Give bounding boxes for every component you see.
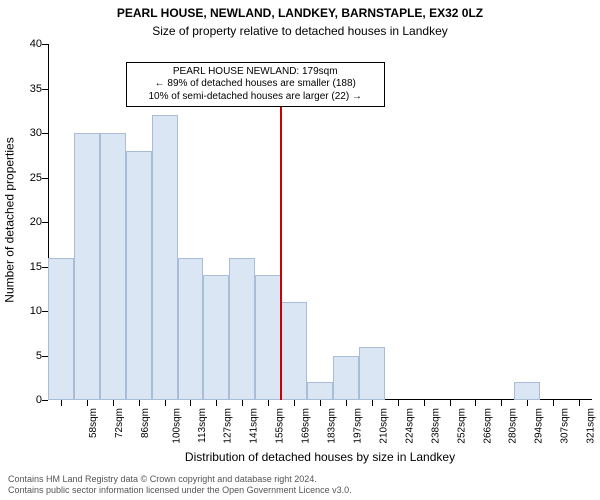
xtick-label: 294sqm [534, 408, 545, 444]
xtick-label: 127sqm [223, 408, 234, 444]
histogram-bar [229, 258, 255, 400]
histogram-bar [74, 133, 100, 400]
histogram-bar [359, 347, 385, 400]
xtick-label: 321sqm [586, 408, 597, 444]
footer-line2: Contains public sector information licen… [8, 485, 352, 496]
annotation-line: PEARL HOUSE NEWLAND: 179sqm [133, 66, 378, 79]
ytick-label: 10 [30, 305, 42, 317]
histogram-bar [255, 275, 281, 400]
ytick-label: 15 [30, 261, 42, 273]
plot-area: 051015202530354058sqm72sqm86sqm100sqm113… [48, 44, 592, 400]
xtick-label: 141sqm [249, 408, 260, 444]
histogram-bar [203, 275, 229, 400]
xtick-label: 113sqm [196, 408, 207, 443]
xtick-label: 252sqm [456, 408, 467, 444]
chart-title: PEARL HOUSE, NEWLAND, LANDKEY, BARNSTAPL… [0, 6, 600, 20]
xtick-label: 58sqm [88, 408, 99, 438]
histogram-bar [333, 356, 359, 401]
xtick-label: 197sqm [353, 408, 364, 444]
x-axis-label: Distribution of detached houses by size … [48, 450, 592, 464]
annotation-box: PEARL HOUSE NEWLAND: 179sqm← 89% of deta… [126, 62, 385, 108]
histogram-bar [126, 151, 152, 400]
annotation-line: 10% of semi-detached houses are larger (… [133, 91, 378, 104]
footer-line1: Contains HM Land Registry data © Crown c… [8, 474, 352, 485]
ytick-label: 5 [36, 350, 42, 362]
chart-subtitle: Size of property relative to detached ho… [0, 24, 600, 38]
xtick-label: 224sqm [404, 408, 415, 444]
histogram-bar [152, 115, 178, 400]
xtick-label: 280sqm [508, 408, 519, 444]
histogram-bar [514, 382, 540, 400]
xtick-label: 155sqm [275, 408, 286, 444]
ytick-label: 0 [36, 394, 42, 406]
xtick-label: 72sqm [114, 408, 125, 438]
xtick-label: 307sqm [560, 408, 571, 444]
ytick-label: 20 [30, 216, 42, 228]
histogram-bar [281, 302, 307, 400]
footer: Contains HM Land Registry data © Crown c… [8, 474, 352, 496]
annotation-line: ← 89% of detached houses are smaller (18… [133, 78, 378, 91]
ytick-label: 25 [30, 172, 42, 184]
xtick-label: 266sqm [482, 408, 493, 444]
reference-line [280, 65, 282, 400]
xtick-label: 86sqm [140, 408, 151, 438]
xtick-label: 100sqm [171, 408, 182, 444]
page: PEARL HOUSE, NEWLAND, LANDKEY, BARNSTAPL… [0, 0, 600, 500]
xtick-label: 238sqm [430, 408, 441, 444]
ytick-label: 40 [30, 38, 42, 50]
y-axis-label: Number of detached properties [2, 0, 18, 440]
histogram-bar [178, 258, 204, 400]
histogram-bar [307, 382, 333, 400]
ytick-label: 30 [30, 127, 42, 139]
histogram-bar [48, 258, 74, 400]
xtick-label: 210sqm [378, 408, 389, 444]
xtick-label: 169sqm [301, 408, 312, 444]
ytick-label: 35 [30, 83, 42, 95]
xtick-label: 183sqm [327, 408, 338, 444]
histogram-bar [100, 133, 126, 400]
